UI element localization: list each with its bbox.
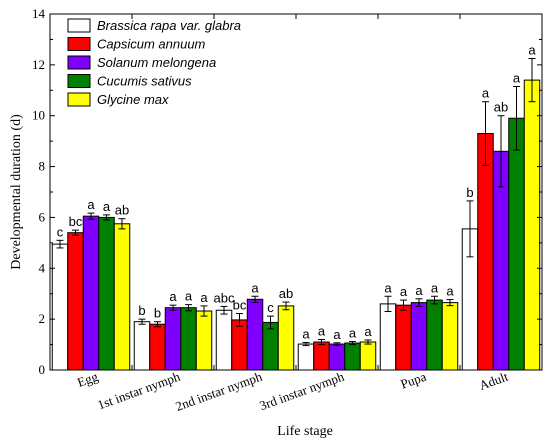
y-tick-label: 6	[39, 209, 46, 224]
significance-letter: ab	[279, 286, 293, 301]
y-tick-label: 8	[39, 159, 46, 174]
legend-swatch	[67, 37, 91, 51]
bar	[98, 216, 115, 371]
significance-letter: abc	[214, 290, 235, 305]
legend-swatch	[67, 55, 91, 70]
y-tick-label: 4	[39, 260, 46, 275]
y-tick-label: 14	[32, 6, 46, 21]
bar	[113, 223, 131, 371]
bar	[328, 343, 346, 371]
bar	[395, 304, 412, 371]
bar	[262, 321, 279, 371]
significance-letter: a	[482, 86, 490, 101]
x-tick-label: 2nd instar nymph	[173, 369, 264, 414]
x-tick-label: Adult	[477, 369, 510, 393]
significance-letter: a	[431, 280, 439, 295]
x-tick-label: 3rd instar nymph	[257, 369, 346, 414]
significance-letter: a	[87, 197, 95, 212]
significance-letter: ab	[115, 203, 129, 218]
legend-swatch	[67, 92, 91, 107]
significance-letter: ab	[494, 100, 508, 115]
bar	[477, 133, 494, 371]
significance-letter: a	[251, 280, 259, 295]
x-axis-title: Life stage	[277, 424, 333, 439]
bar	[133, 321, 151, 371]
bar	[82, 215, 100, 371]
bar	[149, 323, 166, 371]
significance-letter: a	[446, 284, 454, 299]
y-tick-label: 2	[39, 311, 46, 326]
significance-letter: c	[267, 300, 274, 315]
significance-letter: b	[466, 185, 473, 200]
bar	[277, 305, 295, 371]
legend-swatch	[67, 74, 91, 88]
significance-letter: a	[302, 327, 310, 342]
bar	[246, 298, 264, 371]
bar	[313, 341, 330, 371]
legend-label: Glycine max	[97, 92, 169, 107]
significance-letter: bc	[69, 214, 83, 229]
bar	[164, 307, 182, 371]
y-tick-label: 0	[39, 362, 46, 377]
significance-letter: a	[333, 327, 341, 342]
bar	[508, 117, 525, 371]
bar	[344, 342, 361, 371]
significance-letter: a	[200, 290, 208, 305]
legend-label: Brassica rapa var. glabra	[97, 18, 241, 33]
legend-label: Solanum melongena	[97, 55, 216, 70]
bar	[359, 341, 377, 371]
significance-letter: a	[364, 324, 372, 339]
significance-letter: a	[318, 323, 326, 338]
bar	[410, 302, 428, 371]
legend-label: Capsicum annuum	[97, 37, 206, 52]
significance-letter: a	[384, 280, 392, 295]
legend-swatch	[67, 18, 91, 33]
significance-letter: bc	[233, 298, 247, 313]
bar	[180, 307, 197, 371]
legend-label: Cucumis sativus	[97, 74, 192, 89]
significance-letter: c	[57, 224, 64, 239]
x-tick-label: 1st instar nymph	[95, 369, 182, 413]
significance-letter: a	[103, 199, 111, 214]
x-tick-label: Egg	[75, 369, 100, 390]
significance-letter: a	[349, 326, 357, 341]
bar	[67, 232, 84, 371]
significance-letter: a	[169, 289, 177, 304]
significance-letter: a	[528, 43, 536, 58]
significance-letter: a	[513, 70, 521, 85]
bar	[297, 343, 315, 371]
y-tick-label: 12	[32, 57, 45, 72]
y-tick-label: 10	[32, 108, 45, 123]
y-axis-title: Developmental duration (d)	[9, 114, 24, 270]
significance-letter: a	[185, 289, 193, 304]
bar	[215, 309, 233, 371]
bar	[195, 310, 213, 371]
x-tick-label: Pupa	[398, 369, 428, 392]
significance-letter: a	[415, 283, 423, 298]
bar	[379, 303, 397, 371]
legend: Brassica rapa var. glabra Capsicum annuum…	[67, 18, 241, 107]
bar	[523, 79, 541, 371]
bar	[51, 243, 69, 371]
bar	[231, 319, 248, 371]
bar	[441, 302, 459, 371]
bar	[426, 299, 443, 371]
significance-letter: b	[154, 306, 161, 321]
significance-letter: b	[138, 303, 145, 318]
significance-letter: a	[400, 284, 408, 299]
